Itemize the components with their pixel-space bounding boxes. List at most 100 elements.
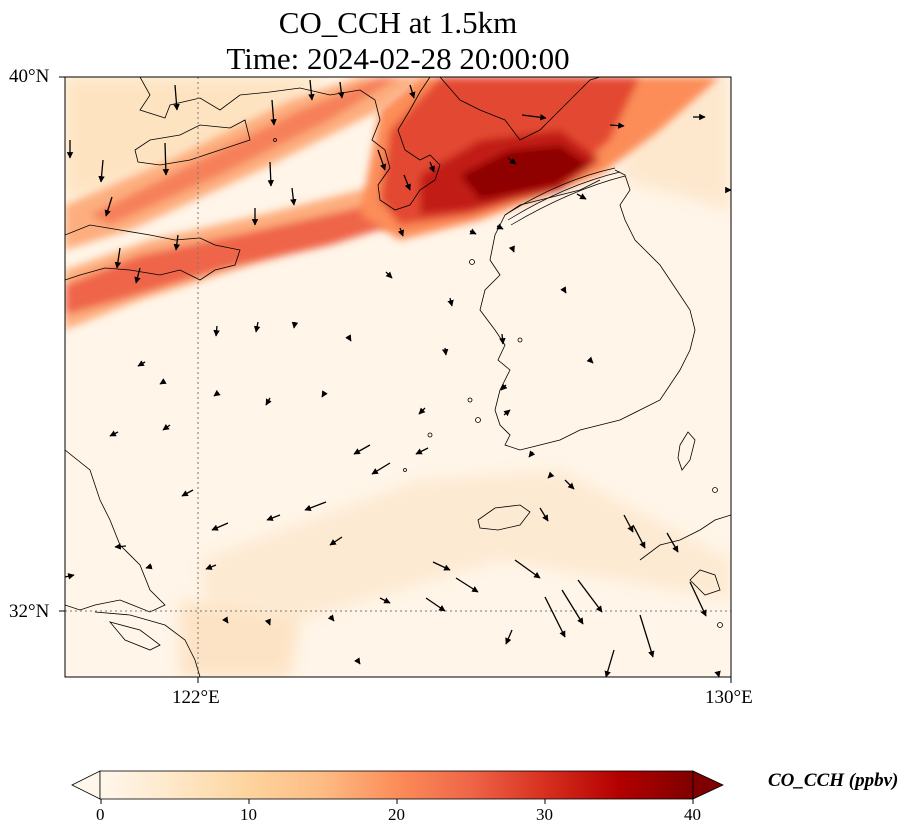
wind-arrow <box>98 159 105 183</box>
wind-arrow <box>428 161 435 173</box>
wind-arrow <box>181 489 194 497</box>
wind-arrow <box>503 409 511 417</box>
wind-arrow <box>577 579 603 613</box>
colorbar-tick-20: 20 <box>388 805 405 824</box>
wind-arrow <box>353 444 371 455</box>
wind-arrow <box>173 84 180 111</box>
wind-arrow <box>455 577 479 593</box>
wind-arrow <box>109 430 119 437</box>
wind-arrow <box>415 447 429 455</box>
wind-arrow <box>371 462 391 475</box>
wind-arrow <box>291 321 299 329</box>
wind-arrow <box>266 514 281 521</box>
wind-arrow <box>632 524 646 549</box>
lon-label-122e: 122°E <box>172 687 220 708</box>
wind-arrow <box>576 193 587 200</box>
concentration-field <box>65 77 731 677</box>
wind-arrow <box>377 149 387 171</box>
lat-label-40n: 40°N <box>9 66 50 87</box>
wind-arrow <box>623 514 634 533</box>
wind-arrow <box>447 297 454 307</box>
wind-arrow <box>338 81 345 99</box>
wind-arrow <box>586 356 594 364</box>
colorbar-gradient <box>99 770 694 800</box>
wind-arrow <box>528 450 536 458</box>
map-frame <box>64 76 732 678</box>
wind-arrow <box>65 573 75 580</box>
wind-arrow <box>264 618 271 626</box>
wind-arrow <box>564 479 575 490</box>
wind-arrow <box>441 347 449 356</box>
lon-label-130e: 130°E <box>705 687 753 708</box>
wind-arrow <box>514 559 541 579</box>
map-title-line2: Time: 2024-02-28 20:00:00 <box>226 41 570 76</box>
wind-arrow <box>267 161 275 187</box>
wind-arrow <box>539 507 549 522</box>
wind-arrow <box>639 614 655 658</box>
wind-arrow <box>321 390 328 398</box>
wind-arrow <box>211 522 229 531</box>
wind-arrow <box>496 223 504 230</box>
wind-arrow <box>222 616 229 624</box>
coastlines <box>65 77 731 677</box>
wind-arrow <box>521 114 547 121</box>
wind-arrow <box>499 333 506 345</box>
colorbar-extend-max <box>692 770 724 800</box>
wind-arrow <box>409 84 416 99</box>
wind-arrow <box>145 563 153 570</box>
wind-arrow <box>507 157 517 165</box>
wind-arrow <box>345 334 352 342</box>
wind-arrow <box>329 536 343 546</box>
wind-arrow <box>609 122 625 129</box>
colorbar-tick-10: 10 <box>240 805 257 824</box>
colorbar <box>71 770 724 804</box>
wind-arrow <box>213 325 220 337</box>
wind-arrow <box>308 79 315 101</box>
wind-arrow <box>205 563 217 570</box>
wind-arrow <box>469 228 477 235</box>
wind-arrow <box>253 321 261 333</box>
colorbar-title: CO_CCH (ppbv) <box>768 770 899 791</box>
wind-arrow <box>604 649 615 677</box>
wind-arrow <box>137 360 146 367</box>
wind-arrow <box>500 383 508 391</box>
wind-arrow <box>666 532 679 553</box>
wind-arrow <box>560 286 567 294</box>
wind-arrow <box>304 501 327 511</box>
wind-arrow <box>162 423 171 431</box>
wind-arrow <box>162 142 170 176</box>
wind-arrow <box>425 597 446 612</box>
wind-arrow <box>689 581 707 617</box>
wind-arrow <box>134 267 141 284</box>
lat-label-32n: 32°N <box>9 601 50 622</box>
wind-arrow <box>114 543 127 550</box>
wind-arrow <box>327 614 335 622</box>
colorbar-tick-40: 40 <box>684 805 701 824</box>
colorbar-tick-30: 30 <box>536 805 553 824</box>
wind-arrow <box>173 234 180 251</box>
map-title-line1: CO_CCH at 1.5km <box>278 5 518 40</box>
wind-arrow <box>265 397 272 406</box>
wind-arrow <box>290 187 297 206</box>
wind-arrow <box>114 247 122 269</box>
wind-arrow <box>379 597 391 604</box>
wind-arrow <box>159 378 167 385</box>
gridlines <box>65 77 731 677</box>
wind-arrow <box>104 196 113 217</box>
wind-arrow <box>385 271 393 279</box>
wind-arrow <box>432 561 451 571</box>
wind-arrow <box>544 596 566 638</box>
wind-arrow <box>403 174 411 191</box>
wind-arrow <box>505 629 513 645</box>
wind-arrow <box>508 245 515 253</box>
wind-arrow <box>397 227 404 237</box>
wind-arrow <box>714 670 721 677</box>
wind-arrow <box>547 471 555 479</box>
wind-arrow <box>418 407 426 415</box>
wind-vectors <box>65 79 731 677</box>
wind-arrow <box>354 657 361 665</box>
wind-arrow <box>213 389 221 397</box>
wind-arrow <box>270 99 277 126</box>
colorbar-tick-0: 0 <box>96 805 105 824</box>
